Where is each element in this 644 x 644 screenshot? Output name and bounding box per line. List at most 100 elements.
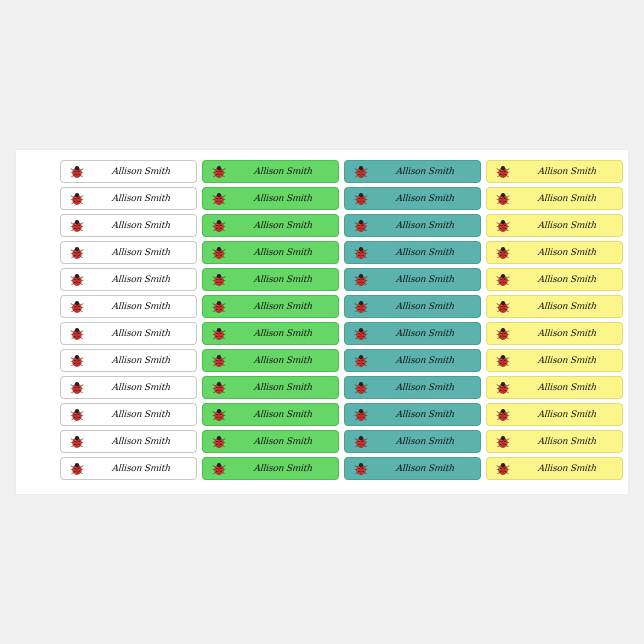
ladybug-icon xyxy=(70,165,84,179)
ladybug-icon xyxy=(354,435,368,449)
label-name-text: Allison Smith xyxy=(253,328,314,339)
name-label: Allison Smith xyxy=(344,457,481,480)
label-name-text: Allison Smith xyxy=(111,436,172,447)
ladybug-icon xyxy=(212,327,226,341)
ladybug-icon xyxy=(212,381,226,395)
ladybug-icon xyxy=(70,246,84,260)
label-name-text: Allison Smith xyxy=(253,301,314,312)
ladybug-icon xyxy=(212,408,226,422)
label-name-text: Allison Smith xyxy=(537,328,598,339)
ladybug-icon xyxy=(70,219,84,233)
ladybug-icon xyxy=(354,165,368,179)
ladybug-icon xyxy=(354,327,368,341)
name-label: Allison Smith xyxy=(344,430,481,453)
ladybug-icon xyxy=(70,462,84,476)
ladybug-icon xyxy=(496,300,510,314)
name-label: Allison Smith xyxy=(486,214,623,237)
name-label: Allison Smith xyxy=(486,295,623,318)
label-columns: Allison Smith Allison Smith Allison Smit… xyxy=(60,160,623,480)
name-label: Allison Smith xyxy=(60,187,197,210)
ladybug-icon xyxy=(212,219,226,233)
ladybug-icon xyxy=(354,354,368,368)
label-name-text: Allison Smith xyxy=(537,301,598,312)
name-label: Allison Smith xyxy=(202,268,339,291)
label-name-text: Allison Smith xyxy=(253,463,314,474)
ladybug-icon xyxy=(212,246,226,260)
name-label: Allison Smith xyxy=(344,403,481,426)
label-name-text: Allison Smith xyxy=(253,355,314,366)
name-label: Allison Smith xyxy=(60,322,197,345)
ladybug-icon xyxy=(212,273,226,287)
name-label: Allison Smith xyxy=(486,187,623,210)
name-label: Allison Smith xyxy=(202,241,339,264)
name-label: Allison Smith xyxy=(344,376,481,399)
name-label: Allison Smith xyxy=(60,295,197,318)
name-label: Allison Smith xyxy=(60,430,197,453)
ladybug-icon xyxy=(70,354,84,368)
label-name-text: Allison Smith xyxy=(111,166,172,177)
ladybug-icon xyxy=(212,462,226,476)
name-label: Allison Smith xyxy=(202,295,339,318)
name-label: Allison Smith xyxy=(486,430,623,453)
ladybug-icon xyxy=(212,300,226,314)
name-label: Allison Smith xyxy=(60,349,197,372)
name-label: Allison Smith xyxy=(60,160,197,183)
ladybug-icon xyxy=(354,300,368,314)
label-name-text: Allison Smith xyxy=(253,436,314,447)
ladybug-icon xyxy=(354,408,368,422)
label-name-text: Allison Smith xyxy=(395,409,456,420)
label-name-text: Allison Smith xyxy=(537,436,598,447)
name-label: Allison Smith xyxy=(202,187,339,210)
label-name-text: Allison Smith xyxy=(537,409,598,420)
ladybug-icon xyxy=(212,165,226,179)
label-column-white: Allison Smith Allison Smith Allison Smit… xyxy=(60,160,197,480)
name-label: Allison Smith xyxy=(344,322,481,345)
name-label: Allison Smith xyxy=(486,322,623,345)
label-name-text: Allison Smith xyxy=(537,382,598,393)
name-label: Allison Smith xyxy=(486,241,623,264)
ladybug-icon xyxy=(70,327,84,341)
label-name-text: Allison Smith xyxy=(253,193,314,204)
ladybug-icon xyxy=(496,246,510,260)
ladybug-icon xyxy=(354,246,368,260)
label-name-text: Allison Smith xyxy=(253,166,314,177)
ladybug-icon xyxy=(496,435,510,449)
label-name-text: Allison Smith xyxy=(111,193,172,204)
label-name-text: Allison Smith xyxy=(395,166,456,177)
name-label: Allison Smith xyxy=(60,214,197,237)
ladybug-icon xyxy=(212,192,226,206)
ladybug-icon xyxy=(496,219,510,233)
ladybug-icon xyxy=(212,354,226,368)
ladybug-icon xyxy=(496,273,510,287)
label-name-text: Allison Smith xyxy=(253,247,314,258)
label-name-text: Allison Smith xyxy=(395,436,456,447)
label-column-teal: Allison Smith Allison Smith Allison Smit… xyxy=(344,160,481,480)
name-label: Allison Smith xyxy=(344,268,481,291)
name-label: Allison Smith xyxy=(202,214,339,237)
label-name-text: Allison Smith xyxy=(111,301,172,312)
name-label: Allison Smith xyxy=(344,349,481,372)
name-label: Allison Smith xyxy=(60,403,197,426)
label-name-text: Allison Smith xyxy=(395,247,456,258)
label-name-text: Allison Smith xyxy=(253,274,314,285)
name-label: Allison Smith xyxy=(60,457,197,480)
ladybug-icon xyxy=(212,435,226,449)
label-column-green: Allison Smith Allison Smith Allison Smit… xyxy=(202,160,339,480)
ladybug-icon xyxy=(70,381,84,395)
ladybug-icon xyxy=(496,165,510,179)
label-name-text: Allison Smith xyxy=(111,382,172,393)
name-label: Allison Smith xyxy=(486,376,623,399)
ladybug-icon xyxy=(496,192,510,206)
ladybug-icon xyxy=(496,408,510,422)
name-label: Allison Smith xyxy=(344,187,481,210)
name-label: Allison Smith xyxy=(344,160,481,183)
label-name-text: Allison Smith xyxy=(395,328,456,339)
label-name-text: Allison Smith xyxy=(395,301,456,312)
label-name-text: Allison Smith xyxy=(111,409,172,420)
name-label: Allison Smith xyxy=(344,214,481,237)
label-name-text: Allison Smith xyxy=(537,166,598,177)
label-name-text: Allison Smith xyxy=(111,328,172,339)
label-name-text: Allison Smith xyxy=(537,463,598,474)
label-name-text: Allison Smith xyxy=(111,355,172,366)
name-label: Allison Smith xyxy=(202,160,339,183)
